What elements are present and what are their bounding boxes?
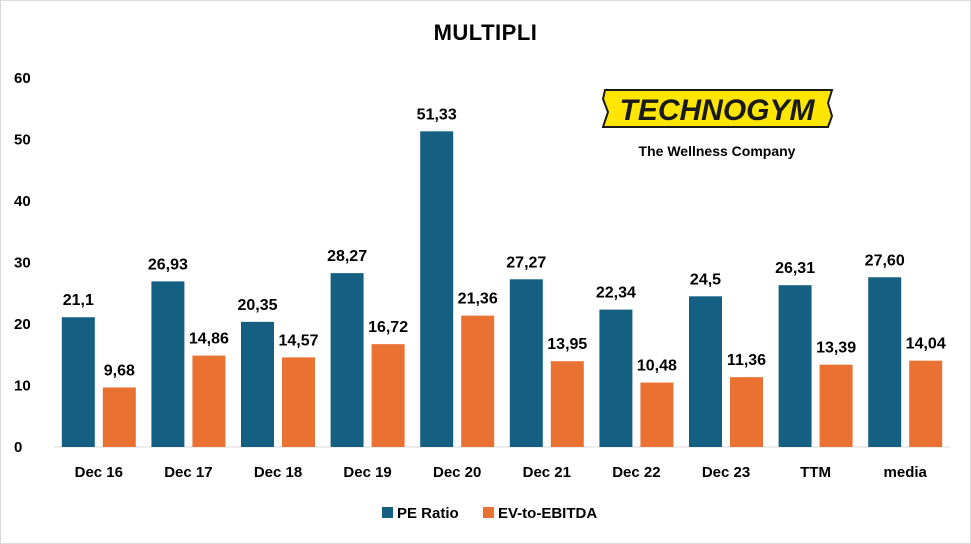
bar-pe-ratio bbox=[420, 131, 454, 447]
data-labels: 21,1 9,68 26,93 14,86 20,35 14,57 28,27 16,72 51… bbox=[63, 106, 946, 379]
logo-wordmark: TECHNOGYM bbox=[620, 94, 816, 127]
legend-swatch-pe-ratio bbox=[382, 507, 393, 518]
chart-title: MULTIPLI bbox=[433, 20, 538, 45]
bar-ev-to-ebitda bbox=[819, 364, 853, 447]
legend: PE Ratio EV-to-EBITDA bbox=[382, 505, 597, 522]
data-label: 21,36 bbox=[458, 291, 498, 308]
data-label: 14,57 bbox=[278, 332, 318, 349]
x-tick-label: Dec 17 bbox=[164, 464, 212, 481]
data-label: 28,27 bbox=[327, 248, 367, 265]
y-tick-label: 60 bbox=[14, 70, 31, 87]
bar-pe-ratio bbox=[61, 317, 95, 447]
y-tick-label: 40 bbox=[14, 193, 31, 210]
bar-ev-to-ebitda bbox=[192, 355, 226, 447]
y-tick-label: 10 bbox=[14, 378, 31, 395]
x-tick-label: Dec 18 bbox=[254, 464, 302, 481]
bar-pe-ratio bbox=[868, 277, 902, 447]
data-label: 24,5 bbox=[690, 271, 721, 288]
bar-pe-ratio bbox=[778, 285, 812, 447]
x-tick-label: Dec 16 bbox=[75, 464, 123, 481]
bar-pe-ratio bbox=[151, 281, 185, 447]
y-tick-label: 20 bbox=[14, 316, 31, 333]
x-tick-label: Dec 19 bbox=[343, 464, 391, 481]
bar-ev-to-ebitda bbox=[461, 315, 495, 447]
bar-pe-ratio bbox=[599, 309, 633, 447]
data-label: 21,1 bbox=[63, 292, 94, 309]
data-label: 27,60 bbox=[865, 252, 905, 269]
x-tick-label: media bbox=[884, 464, 928, 481]
bar-pe-ratio bbox=[509, 279, 543, 447]
bar-ev-to-ebitda bbox=[909, 360, 943, 447]
data-label: 13,95 bbox=[547, 336, 587, 353]
x-axis: Dec 16 Dec 17 Dec 18 Dec 19 Dec 20 Dec 21 Dec … bbox=[54, 446, 950, 481]
bar-ev-to-ebitda bbox=[550, 361, 584, 447]
logo-badge bbox=[601, 89, 834, 128]
data-label: 26,93 bbox=[148, 256, 188, 273]
data-label: 11,36 bbox=[727, 352, 766, 369]
logo-tagline: The Wellness Company bbox=[639, 143, 796, 159]
bar-ev-to-ebitda bbox=[640, 382, 674, 447]
y-tick-label: 0 bbox=[14, 439, 22, 456]
bar-pe-ratio bbox=[241, 321, 274, 447]
legend-label: PE Ratio bbox=[397, 505, 459, 522]
x-tick-label: Dec 22 bbox=[612, 464, 660, 481]
data-label: 22,34 bbox=[596, 285, 636, 302]
bar-ev-to-ebitda bbox=[282, 357, 315, 447]
legend-label: EV-to-EBITDA bbox=[498, 505, 597, 522]
x-tick-label: Dec 23 bbox=[702, 464, 750, 481]
data-label: 26,31 bbox=[775, 260, 815, 277]
y-tick-label: 30 bbox=[14, 255, 31, 272]
data-label: 9,68 bbox=[104, 362, 135, 379]
data-label: 16,72 bbox=[368, 319, 408, 336]
data-label: 51,33 bbox=[417, 106, 457, 123]
x-tick-label: Dec 20 bbox=[433, 464, 481, 481]
data-label: 14,04 bbox=[906, 336, 946, 353]
data-label: 13,39 bbox=[816, 340, 856, 357]
bar-pe-ratio bbox=[330, 273, 364, 447]
bar-ev-to-ebitda bbox=[730, 377, 763, 447]
bar-ev-to-ebitda bbox=[102, 387, 136, 447]
y-axis: 0 10 20 30 40 50 60 bbox=[14, 70, 31, 456]
technogym-logo: TECHNOGYM The Wellness Company bbox=[601, 89, 834, 159]
data-label: 14,86 bbox=[189, 331, 229, 348]
y-tick-label: 50 bbox=[14, 132, 31, 149]
bar-ev-to-ebitda bbox=[371, 344, 405, 447]
bars bbox=[61, 131, 943, 447]
x-tick-label: Dec 21 bbox=[523, 464, 571, 481]
data-label: 27,27 bbox=[506, 254, 546, 271]
x-tick-label: TTM bbox=[800, 464, 831, 481]
legend-swatch-ev-to-ebitda bbox=[483, 507, 494, 518]
data-label: 20,35 bbox=[237, 297, 277, 314]
bar-pe-ratio bbox=[689, 296, 722, 447]
data-label: 10,48 bbox=[637, 358, 677, 375]
